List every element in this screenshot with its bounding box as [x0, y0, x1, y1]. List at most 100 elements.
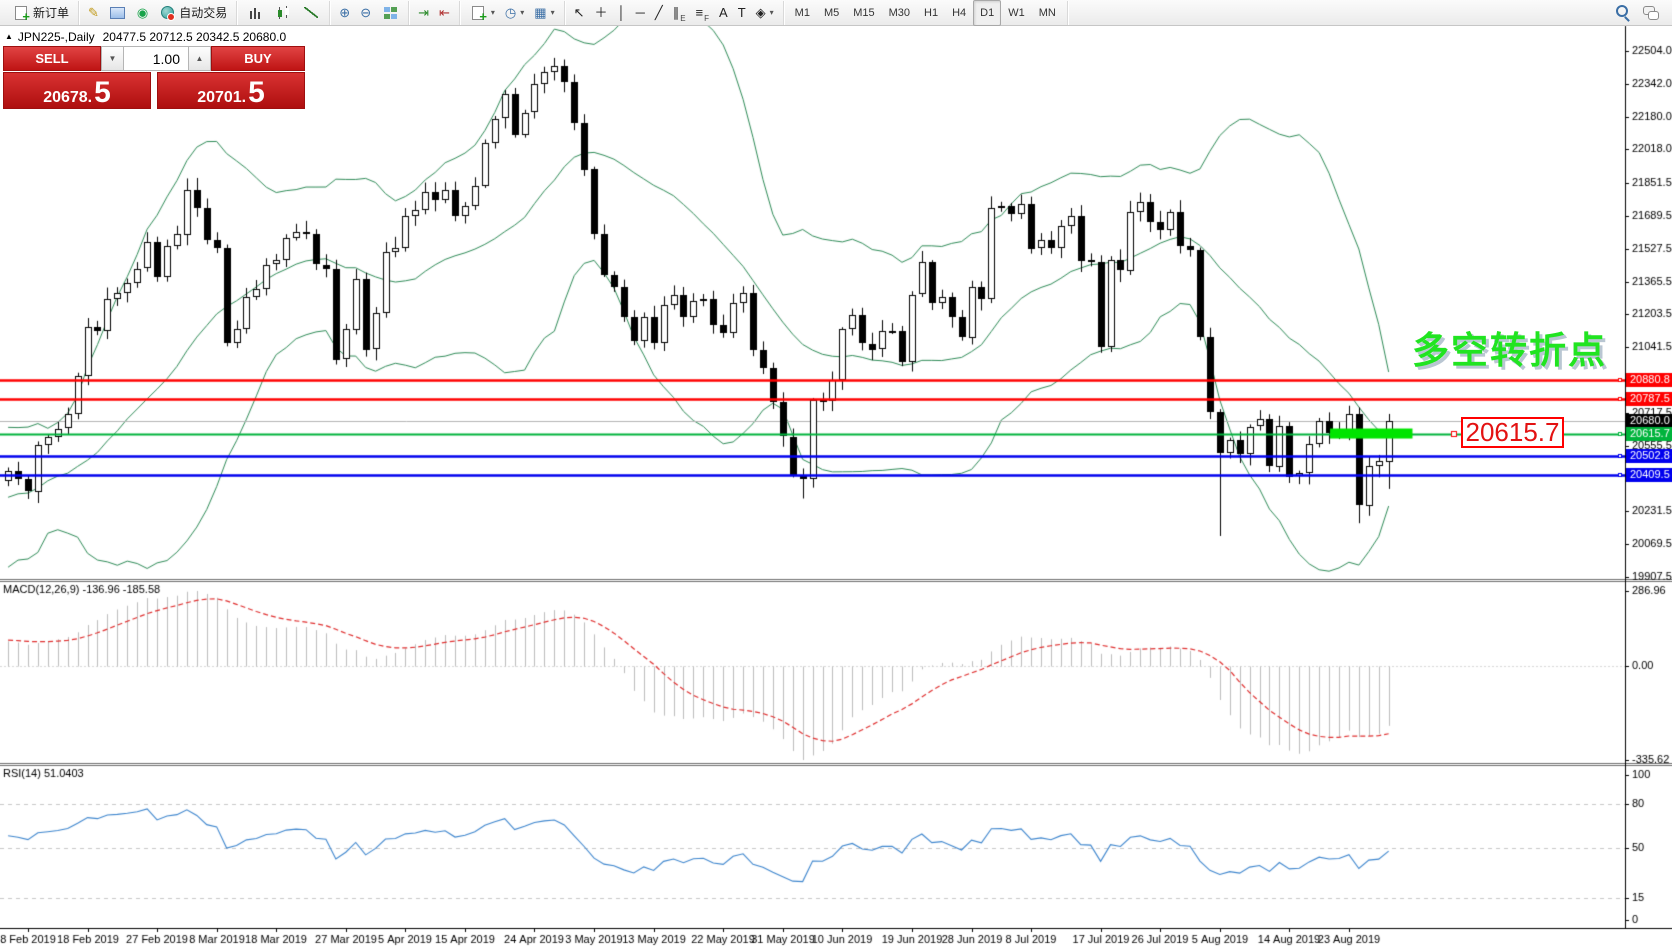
- timeframe-m1-button[interactable]: M1: [794, 6, 810, 19]
- buy-price-pip: 5: [248, 76, 265, 110]
- chat-button[interactable]: [1637, 1, 1665, 25]
- autotrading-icon: [158, 5, 176, 21]
- channel-button-letter: E: [680, 13, 686, 23]
- volume-increase-button[interactable]: ▲: [188, 46, 211, 71]
- one-click-trading-panel: SELL ▼ ▲ BUY 20678.5 20701.5: [3, 46, 305, 109]
- timeframe-m15-button[interactable]: M15: [853, 6, 875, 19]
- buy-price-main: 20701.: [197, 89, 247, 106]
- signal-icon: ◉: [136, 5, 149, 20]
- buy-button[interactable]: BUY: [211, 46, 305, 71]
- collapse-chart-icon[interactable]: ▲: [5, 32, 13, 41]
- dropdown-caret-icon[interactable]: ▾: [520, 8, 525, 17]
- toolbar-group-timeframes: M1 M5 M15 M30 H1 H4 D1 W1 MN: [784, 0, 1068, 26]
- toolbar-group-objects: ↖ ＋ │ ─ ╱ ∥ E ≡ F A T ◈ ▾: [565, 0, 784, 25]
- line-chart-icon: [302, 5, 320, 21]
- zoom-in-icon: ⊕: [339, 5, 351, 20]
- search-icon: [1614, 5, 1632, 21]
- metaeditor-button[interactable]: ✎: [83, 1, 104, 25]
- charts-button[interactable]: [104, 1, 132, 25]
- template-icon: ▦: [534, 5, 547, 20]
- indicators-button[interactable]: ▾: [464, 1, 500, 25]
- tile-windows-button[interactable]: [376, 1, 404, 25]
- tile-windows-icon: [381, 5, 399, 21]
- label-button[interactable]: T: [733, 1, 751, 25]
- shapes-icon: ◈: [755, 5, 766, 20]
- new-order-icon: [12, 5, 30, 24]
- sell-price-main: 20678.: [43, 89, 93, 106]
- dropdown-caret-icon[interactable]: ▾: [550, 8, 555, 17]
- chart-ohlc-values: 20477.5 20712.5 20342.5 20680.0: [102, 30, 287, 44]
- templates-button[interactable]: ▦ ▾: [529, 1, 559, 25]
- vertical-line-button[interactable]: │: [613, 1, 631, 25]
- bar-chart-button[interactable]: [241, 1, 269, 25]
- zoom-out-icon: ⊖: [360, 5, 372, 20]
- buy-price[interactable]: 20701. 5: [157, 72, 305, 109]
- fibonacci-button-letter: F: [704, 13, 710, 23]
- timeframe-w1-button[interactable]: W1: [1008, 6, 1025, 19]
- chart-title: ▲ JPN225-,Daily 20477.5 20712.5 20342.5 20…: [5, 30, 286, 44]
- chart-shift-button[interactable]: ⇤: [434, 1, 455, 25]
- channel-icon: ∥: [672, 5, 680, 20]
- auto-scroll-button[interactable]: ⇥: [413, 1, 434, 25]
- volume-decrease-button[interactable]: ▼: [101, 46, 124, 71]
- line-chart-button[interactable]: [297, 1, 325, 25]
- trendline-button[interactable]: ╱: [650, 1, 668, 25]
- crosshair-icon: ＋: [594, 5, 608, 20]
- channel-button[interactable]: ∥ E: [668, 1, 691, 25]
- autotrading-button-label: 自动交易: [179, 6, 228, 20]
- toolbar-group-insert: ▾◷▾▦▾: [460, 0, 565, 25]
- fibonacci-button[interactable]: ≡ F: [691, 1, 714, 25]
- sell-button[interactable]: SELL: [3, 46, 101, 71]
- clock-icon: ◷: [504, 5, 517, 20]
- toolbar-group-orders: 新订单: [3, 0, 80, 25]
- auto-scroll-icon: ⇥: [418, 5, 429, 20]
- zoom-out-button[interactable]: ⊖: [355, 1, 376, 25]
- label-icon: T: [737, 5, 746, 20]
- candlestick-icon: [274, 5, 292, 21]
- new-order-button-label: 新订单: [33, 6, 70, 20]
- toolbar-group-chart-types: [237, 0, 331, 25]
- text-icon: A: [719, 5, 728, 20]
- chart-shift-icon: ⇤: [439, 5, 450, 20]
- crosshair-button[interactable]: ＋: [590, 1, 613, 25]
- new-order-button[interactable]: 新订单: [7, 1, 74, 25]
- timeframe-mn-button[interactable]: MN: [1038, 6, 1056, 19]
- timeframe-h1-button[interactable]: H1: [924, 6, 939, 19]
- candlestick-button[interactable]: [269, 1, 297, 25]
- monitor-icon: [109, 5, 127, 21]
- volume-input[interactable]: [124, 46, 188, 71]
- cursor-icon: ↖: [573, 5, 585, 20]
- dropdown-caret-icon[interactable]: ▾: [769, 8, 774, 17]
- sell-price[interactable]: 20678. 5: [3, 72, 151, 109]
- cursor-button[interactable]: ↖: [569, 1, 590, 25]
- timeframe-h4-button[interactable]: H4: [952, 6, 967, 19]
- timeframe-d1-button[interactable]: D1: [973, 0, 1002, 26]
- timeframe-m30-button[interactable]: M30: [888, 6, 911, 19]
- turning-point-annotation[interactable]: 多空转折点: [1412, 330, 1607, 371]
- autotrading-button[interactable]: 自动交易: [153, 1, 232, 25]
- trendline-icon: ╱: [654, 5, 663, 20]
- level-price-annotation[interactable]: 20615.7: [1461, 417, 1564, 448]
- toolbar: 新订单✎◉自动交易⊕⊖⇥⇤▾◷▾▦▾↖＋│─╱∥E≡FAT◈▾M1M5M15M3…: [0, 0, 1672, 26]
- signals-button[interactable]: ◉: [132, 1, 153, 25]
- vertical-line-icon: │: [617, 5, 626, 20]
- toolbar-group-zoom: ⊕ ⊖: [330, 0, 410, 25]
- chat-icon: [1642, 5, 1660, 21]
- sell-price-pip: 5: [94, 76, 111, 110]
- periods-button[interactable]: ◷ ▾: [500, 1, 529, 25]
- fibonacci-icon: ≡: [695, 5, 704, 20]
- shapes-button[interactable]: ◈ ▾: [751, 1, 779, 25]
- dropdown-caret-icon[interactable]: ▾: [490, 8, 495, 17]
- toolbar-group-right: [1605, 1, 1669, 25]
- pencil-icon: ✎: [88, 5, 99, 20]
- search-button[interactable]: [1609, 1, 1637, 25]
- timeframe-m5-button[interactable]: M5: [823, 6, 840, 19]
- horizontal-line-icon: ─: [635, 5, 645, 20]
- toolbar-group-scrolling: ⇥ ⇤: [409, 0, 460, 25]
- toolbar-group-apps: ✎ ◉ 自动交易: [79, 0, 238, 25]
- zoom-in-button[interactable]: ⊕: [334, 1, 355, 25]
- ohlc-bars-icon: [246, 5, 264, 21]
- text-button[interactable]: A: [714, 1, 733, 25]
- horizontal-line-button[interactable]: ─: [631, 1, 650, 25]
